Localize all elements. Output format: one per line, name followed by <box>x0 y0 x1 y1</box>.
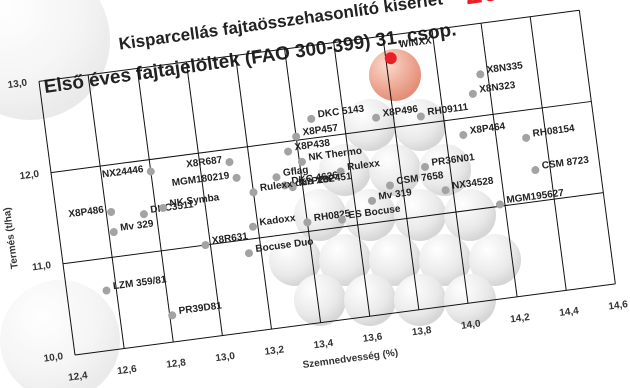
x-tick-label: 12,8 <box>166 357 187 371</box>
point <box>303 218 312 227</box>
y-tick-label: 10,0 <box>43 351 64 365</box>
title-year: 2016 <box>463 0 534 11</box>
point <box>468 89 477 98</box>
point <box>416 112 425 121</box>
point-label: NX34528 <box>451 176 494 192</box>
point-label: X8P486 <box>68 205 105 221</box>
point <box>476 70 485 79</box>
point-label: MGM195627 <box>506 188 565 207</box>
point <box>159 203 168 212</box>
x-tick-label: 12,4 <box>68 370 89 384</box>
point-label: Kadoxx <box>259 213 297 229</box>
x-tick-label: 14,0 <box>460 318 481 332</box>
point <box>281 181 290 190</box>
x-tick-label: 13,4 <box>313 338 334 352</box>
grid-line <box>87 74 125 349</box>
point-label: X8R687 <box>186 155 224 171</box>
point <box>441 186 450 195</box>
point <box>249 188 258 197</box>
point <box>292 132 301 141</box>
point <box>338 215 347 224</box>
x-tick-label: 14,4 <box>559 306 580 320</box>
y-tick-label: 13,0 <box>7 78 28 92</box>
grid-line <box>284 48 322 323</box>
point <box>146 167 155 176</box>
point <box>372 113 381 122</box>
point-label: RH08154 <box>532 123 576 139</box>
point <box>232 173 241 182</box>
point-label: Mv 319 <box>378 187 413 202</box>
point-label: WINXX <box>398 35 432 50</box>
point-label: Mv 329 <box>120 218 155 233</box>
point <box>201 241 210 250</box>
point <box>109 228 118 237</box>
grid-line <box>136 68 174 343</box>
grid-line <box>50 100 592 174</box>
point <box>336 167 345 176</box>
point <box>107 207 116 216</box>
point-label: NK Symba <box>169 192 220 209</box>
point <box>495 200 504 209</box>
grid-line <box>431 29 469 304</box>
grid-line <box>185 61 223 336</box>
point <box>307 114 316 123</box>
point-label: RH09111 <box>427 102 470 118</box>
x-tick-label: 14,2 <box>510 312 531 326</box>
point <box>102 286 111 295</box>
point-label: PR39D81 <box>178 300 223 317</box>
point-label: X8P457 <box>302 123 339 139</box>
background-spheres <box>0 0 521 388</box>
point-label: MGM180219 <box>171 170 230 189</box>
point <box>368 196 377 205</box>
point-label: X8P438 <box>294 138 331 154</box>
point-label: X8P496 <box>382 104 419 120</box>
point <box>421 162 430 171</box>
x-tick-label: 12,6 <box>117 364 138 378</box>
point <box>225 158 234 167</box>
x-tick-label: 13,0 <box>215 351 236 365</box>
y-tick-label: 12,0 <box>19 169 40 183</box>
point <box>459 130 468 139</box>
point <box>522 133 531 142</box>
point <box>139 210 148 219</box>
point-label: NX24446 <box>101 164 144 180</box>
point-label: X8P464 <box>469 121 506 137</box>
grid-line <box>38 81 76 356</box>
point <box>531 166 540 175</box>
grid-line <box>333 42 371 317</box>
point-label: X8N335 <box>486 60 524 76</box>
point <box>385 181 394 190</box>
point-label: X8N323 <box>479 80 517 96</box>
grid-line <box>74 283 616 356</box>
point <box>249 222 258 231</box>
x-tick-label: 13,6 <box>362 331 383 345</box>
grid-line <box>38 9 580 82</box>
point-label: Rulexx <box>347 158 381 173</box>
point-label: Gflag <box>282 165 309 179</box>
point-label: X7P232 <box>299 173 336 189</box>
grid-line <box>578 10 616 284</box>
x-tick-label: 13,8 <box>411 325 432 339</box>
y-axis-title: Termés (t/ha) <box>2 207 21 270</box>
point <box>284 147 293 156</box>
x-tick-label: 13,2 <box>264 344 285 358</box>
point-label: X8R631 <box>211 231 249 247</box>
grid-line <box>480 23 518 297</box>
point <box>244 249 253 258</box>
grid-line <box>382 36 420 310</box>
highlight-point <box>384 52 397 65</box>
point <box>272 173 281 182</box>
point-label: LZM 359/81 <box>112 274 167 292</box>
x-tick-label: 14,6 <box>608 299 629 313</box>
point <box>288 183 297 192</box>
y-tick-label: 11,0 <box>32 260 53 273</box>
grid-line <box>529 16 567 291</box>
point <box>297 157 306 166</box>
point <box>168 311 177 320</box>
grid-line <box>62 192 604 265</box>
